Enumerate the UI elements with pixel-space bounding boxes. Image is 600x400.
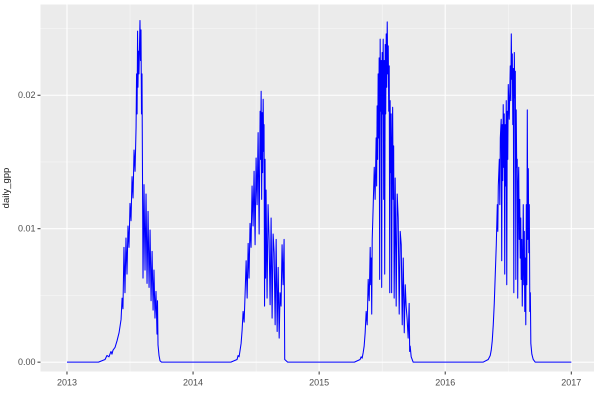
y-axis-tick-labels: 0.00 0.01 0.02: [18, 90, 36, 367]
x-tick-label: 2016: [435, 378, 455, 388]
x-tick-label: 2015: [309, 378, 329, 388]
x-tick-label: 2017: [561, 378, 581, 388]
x-tick-label: 2013: [57, 378, 77, 388]
x-tick-label: 2014: [183, 378, 203, 388]
x-axis-tick-labels: 2013 2014 2015 2016 2017: [57, 378, 581, 388]
daily-gpp-line: [66, 19, 572, 363]
y-axis-title: daily_gpp: [1, 168, 12, 209]
y-axis-ticks: [37, 94, 41, 363]
y-tick-label: 0.00: [18, 357, 36, 367]
y-tick-label: 0.02: [18, 90, 36, 100]
x-axis-ticks: [66, 371, 572, 375]
gridlines-major: [40, 4, 594, 372]
y-tick-label: 0.01: [18, 224, 36, 234]
